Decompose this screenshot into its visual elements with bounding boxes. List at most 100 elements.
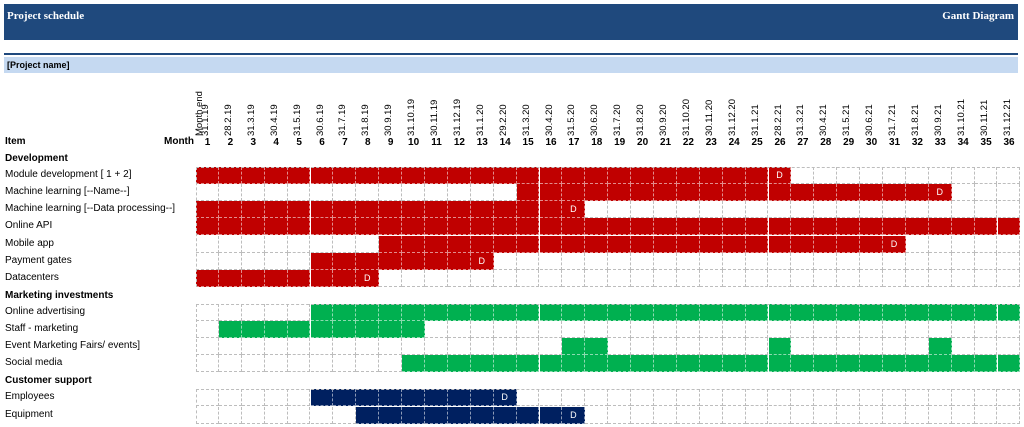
gantt-empty-cell[interactable]	[860, 252, 883, 270]
gantt-empty-cell[interactable]	[883, 167, 906, 185]
gantt-empty-cell[interactable]	[631, 406, 654, 424]
gantt-empty-cell[interactable]	[218, 355, 242, 373]
gantt-bar-cell[interactable]	[585, 303, 609, 321]
gantt-empty-cell[interactable]	[379, 184, 403, 202]
gantt-bar-cell[interactable]	[928, 338, 952, 356]
gantt-bar-cell[interactable]: D	[562, 406, 586, 424]
gantt-empty-cell[interactable]	[860, 321, 883, 339]
gantt-bar-cell[interactable]	[333, 201, 357, 219]
gantt-empty-cell[interactable]	[218, 303, 242, 321]
gantt-empty-cell[interactable]	[722, 201, 746, 219]
gantt-empty-cell[interactable]	[654, 406, 677, 424]
gantt-empty-cell[interactable]	[631, 338, 654, 356]
gantt-empty-cell[interactable]	[860, 389, 883, 407]
gantt-empty-cell[interactable]	[264, 252, 288, 270]
gantt-empty-cell[interactable]	[493, 269, 517, 287]
gantt-empty-cell[interactable]	[654, 269, 677, 287]
gantt-empty-cell[interactable]	[837, 406, 861, 424]
gantt-bar-cell[interactable]	[562, 338, 586, 356]
gantt-empty-cell[interactable]	[951, 321, 975, 339]
gantt-empty-cell[interactable]	[745, 389, 769, 407]
gantt-bar-cell[interactable]	[333, 303, 357, 321]
gantt-bar-cell[interactable]	[516, 303, 540, 321]
gantt-empty-cell[interactable]	[722, 321, 746, 339]
gantt-empty-cell[interactable]	[791, 389, 815, 407]
gantt-empty-cell[interactable]	[883, 269, 906, 287]
gantt-bar-cell[interactable]	[676, 218, 700, 236]
gantt-bar-cell[interactable]	[585, 338, 609, 356]
gantt-bar-cell[interactable]	[402, 406, 425, 424]
gantt-empty-cell[interactable]	[997, 252, 1021, 270]
gantt-bar-cell[interactable]	[287, 269, 311, 287]
gantt-bar-cell[interactable]: D	[356, 269, 380, 287]
gantt-bar-cell[interactable]	[814, 218, 838, 236]
gantt-empty-cell[interactable]	[447, 269, 471, 287]
gantt-bar-cell[interactable]	[264, 201, 288, 219]
gantt-empty-cell[interactable]	[699, 406, 723, 424]
gantt-bar-cell[interactable]	[654, 355, 677, 373]
gantt-empty-cell[interactable]	[379, 355, 403, 373]
gantt-bar-cell[interactable]	[310, 252, 334, 270]
gantt-empty-cell[interactable]	[974, 252, 998, 270]
gantt-empty-cell[interactable]	[516, 338, 540, 356]
gantt-bar-cell[interactable]	[768, 235, 792, 253]
gantt-empty-cell[interactable]	[264, 406, 288, 424]
task-label[interactable]: Mobile app	[5, 237, 54, 249]
gantt-bar-cell[interactable]	[585, 184, 609, 202]
gantt-empty-cell[interactable]	[699, 201, 723, 219]
gantt-empty-cell[interactable]	[745, 252, 769, 270]
gantt-bar-cell[interactable]: D	[493, 389, 517, 407]
gantt-empty-cell[interactable]	[447, 184, 471, 202]
gantt-empty-cell[interactable]	[333, 355, 357, 373]
gantt-empty-cell[interactable]	[745, 338, 769, 356]
gantt-bar-cell[interactable]	[379, 252, 403, 270]
gantt-bar-cell[interactable]	[447, 406, 471, 424]
gantt-empty-cell[interactable]	[562, 269, 586, 287]
gantt-empty-cell[interactable]	[287, 389, 311, 407]
gantt-empty-cell[interactable]	[791, 167, 815, 185]
gantt-bar-cell[interactable]	[745, 184, 769, 202]
gantt-empty-cell[interactable]	[241, 338, 265, 356]
gantt-bar-cell[interactable]	[379, 389, 403, 407]
gantt-bar-cell[interactable]	[379, 201, 403, 219]
gantt-empty-cell[interactable]	[951, 252, 975, 270]
task-label[interactable]: Machine learning [--Name--]	[5, 186, 130, 198]
gantt-empty-cell[interactable]	[631, 269, 654, 287]
task-label[interactable]: Online API	[5, 220, 53, 232]
gantt-empty-cell[interactable]	[585, 389, 609, 407]
gantt-empty-cell[interactable]	[837, 167, 861, 185]
gantt-empty-cell[interactable]	[676, 338, 700, 356]
gantt-bar-cell[interactable]	[928, 218, 952, 236]
gantt-empty-cell[interactable]	[928, 235, 952, 253]
gantt-bar-cell[interactable]	[379, 235, 403, 253]
task-label[interactable]: Datacenters	[5, 271, 59, 283]
gantt-empty-cell[interactable]	[722, 389, 746, 407]
gantt-bar-cell[interactable]	[837, 303, 861, 321]
gantt-empty-cell[interactable]	[539, 269, 563, 287]
gantt-bar-cell[interactable]	[837, 355, 861, 373]
gantt-empty-cell[interactable]	[470, 184, 494, 202]
gantt-empty-cell[interactable]	[676, 321, 700, 339]
gantt-empty-cell[interactable]	[516, 321, 540, 339]
gantt-empty-cell[interactable]	[402, 269, 425, 287]
gantt-bar-cell[interactable]	[402, 321, 425, 339]
gantt-empty-cell[interactable]	[928, 269, 952, 287]
gantt-empty-cell[interactable]	[883, 201, 906, 219]
project-name-band[interactable]: [Project name]	[4, 57, 1018, 73]
gantt-empty-cell[interactable]	[974, 269, 998, 287]
gantt-empty-cell[interactable]	[883, 321, 906, 339]
gantt-empty-cell[interactable]	[447, 338, 471, 356]
gantt-empty-cell[interactable]	[676, 389, 700, 407]
gantt-bar-cell[interactable]	[493, 218, 517, 236]
gantt-empty-cell[interactable]	[974, 389, 998, 407]
gantt-bar-cell[interactable]	[539, 303, 563, 321]
gantt-empty-cell[interactable]	[928, 167, 952, 185]
gantt-bar-cell[interactable]	[951, 303, 975, 321]
gantt-bar-cell[interactable]	[470, 201, 494, 219]
gantt-empty-cell[interactable]	[997, 201, 1021, 219]
gantt-bar-cell[interactable]	[402, 303, 425, 321]
gantt-empty-cell[interactable]	[631, 321, 654, 339]
gantt-empty-cell[interactable]	[608, 321, 632, 339]
gantt-bar-cell[interactable]: D	[883, 235, 906, 253]
gantt-bar-cell[interactable]	[516, 201, 540, 219]
